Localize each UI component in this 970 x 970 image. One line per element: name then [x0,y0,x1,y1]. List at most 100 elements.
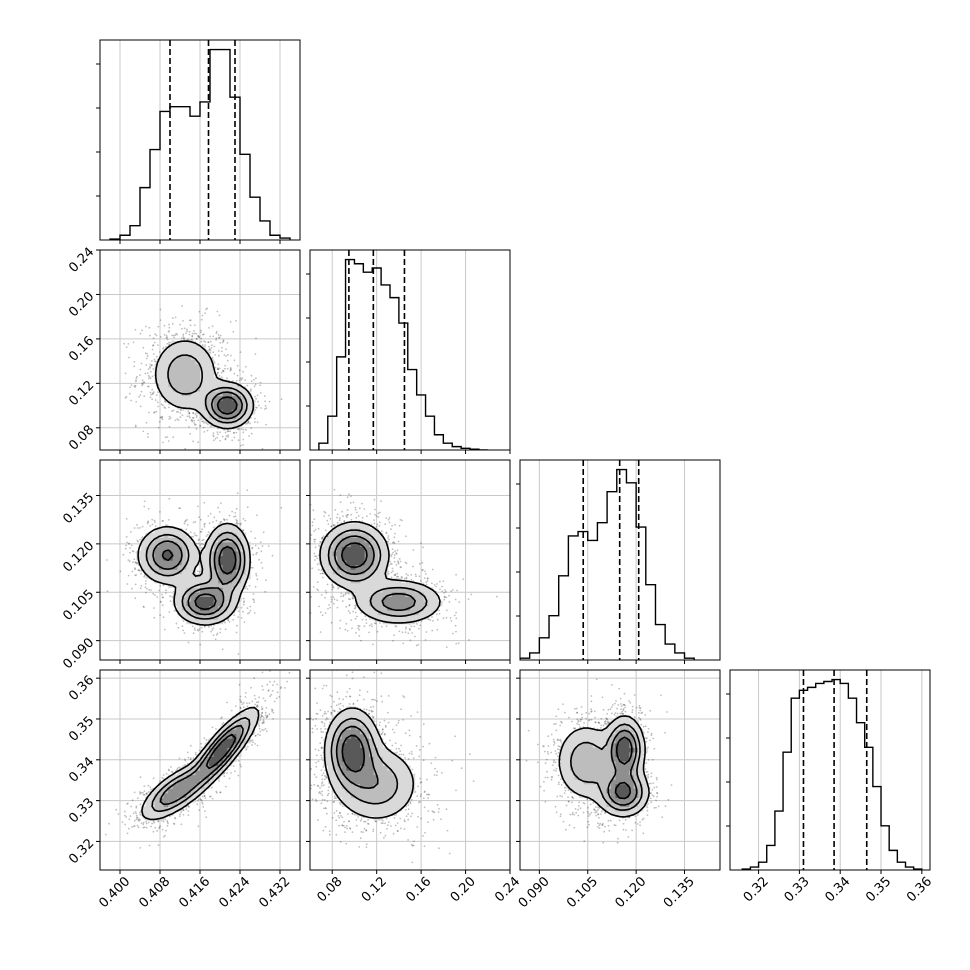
sample-point [221,648,224,651]
sample-point [311,567,314,570]
sample-point [168,323,170,326]
sample-point [176,418,179,421]
sample-point [247,612,249,615]
sample-point [146,355,149,358]
sample-point [385,532,388,535]
sample-point [414,635,416,638]
sample-point [128,542,131,545]
sample-point [250,566,253,569]
sample-point [168,326,171,329]
density-cell [209,368,215,374]
sample-point [162,441,164,444]
density-cell [240,555,247,561]
density-cell [163,528,169,534]
sample-point [224,364,227,367]
sample-point [175,411,178,413]
density-cell [181,386,187,392]
sample-point [163,324,166,327]
sample-point [168,406,170,409]
sample-point [237,439,240,442]
sample-point [203,525,206,528]
sample-point [249,422,252,425]
sample-point [237,428,240,431]
density-cell [204,359,210,365]
density-cell [209,377,215,383]
sample-point [235,379,238,382]
sample-point [323,510,326,513]
sample-point [194,521,197,523]
density-cell [231,560,237,566]
density-cell [181,395,187,401]
density-cell [159,368,165,374]
density-cell [209,578,215,584]
sample-point [232,380,234,382]
density-cell [204,587,210,593]
sample-point [208,345,210,348]
sample-point [131,570,134,573]
sample-point [294,551,296,553]
sample-point [203,501,206,504]
sample-point [265,423,267,426]
sample-point [258,558,260,561]
sample-point [211,629,214,631]
density-cell [150,569,156,575]
density-cell [195,372,201,378]
density-cell [186,381,192,387]
density-cell [172,569,178,575]
sample-point [370,523,373,526]
sample-point [192,440,195,443]
density-cell [168,564,174,570]
sample-point [147,521,150,524]
sample-point [162,520,164,522]
sample-point [238,369,241,372]
density-cell [195,404,201,410]
sample-point [264,590,267,593]
sample-point [135,401,138,403]
sample-point [179,412,182,414]
sample-point [161,415,164,418]
density-cell [204,550,210,557]
sample-point [162,584,165,587]
density-cell [181,546,187,552]
density-cell [181,550,187,557]
sample-point [332,585,334,587]
sample-point [189,416,191,419]
density-cell [168,569,174,575]
sample-point [444,589,446,591]
sample-point [357,515,360,517]
density-cell [195,354,201,360]
density-cell [181,596,187,602]
density-cell [168,350,174,356]
sample-point [259,384,262,387]
sample-point [272,586,274,588]
sample-point [341,510,343,513]
sample-point [217,367,219,370]
density-cell [172,550,178,557]
sample-point [226,367,229,370]
sample-point [407,632,410,635]
sample-point [212,439,215,442]
density-cell [209,619,215,625]
sample-point [205,308,208,311]
sample-point [130,531,132,533]
sample-point [217,350,220,352]
sample-point [431,629,434,632]
density-cell [154,564,160,570]
sample-point [152,391,155,393]
sample-point [245,428,247,431]
density-cell [236,409,242,415]
density-cell [200,596,206,602]
sample-point [384,523,387,525]
density-cell [177,591,183,597]
sample-point [347,592,350,595]
sample-point [182,620,185,622]
sample-point [390,555,393,558]
sample-point [356,511,358,514]
sample-point [149,391,152,394]
density-cell [213,409,219,415]
sample-point [264,408,266,410]
density-cell [154,368,160,374]
sample-point [220,350,223,353]
contour-line [210,391,243,420]
sample-point [254,353,257,355]
